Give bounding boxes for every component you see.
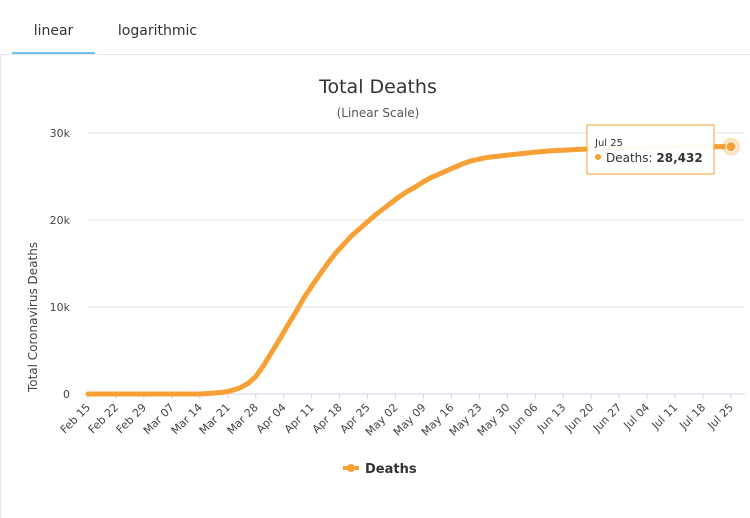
legend-label-deaths: Deaths bbox=[365, 462, 417, 477]
tooltip-date: Jul 25 bbox=[594, 138, 623, 149]
y-tick-label: 30k bbox=[50, 127, 71, 140]
x-tick-label: Feb 22 bbox=[86, 401, 121, 436]
x-tick-label: Apr 11 bbox=[282, 401, 317, 436]
x-tick-label: Jul 04 bbox=[621, 401, 653, 433]
y-tick-label: 20k bbox=[50, 214, 71, 227]
x-tick-label: Apr 18 bbox=[310, 401, 345, 436]
x-tick-label: Jun 27 bbox=[590, 401, 624, 435]
tooltip-value: 28,432 bbox=[656, 151, 702, 165]
chart-area: Total Deaths (Linear Scale) 0 10k 20k 30k F… bbox=[26, 76, 745, 477]
tooltip-box bbox=[586, 124, 715, 175]
tooltip-value-text: Deaths: 28,432 bbox=[606, 151, 703, 165]
series-deaths bbox=[85, 137, 740, 397]
legend-marker-icon bbox=[347, 464, 355, 472]
tab-logarithmic[interactable]: logarithmic bbox=[117, 23, 198, 39]
series-line-deaths[interactable] bbox=[85, 144, 734, 397]
x-tick-label: Apr 04 bbox=[254, 401, 289, 436]
x-tick-label: Mar 28 bbox=[225, 401, 261, 437]
chart-subtitle: (Linear Scale) bbox=[337, 106, 420, 120]
tooltip-marker-icon bbox=[595, 154, 601, 160]
tab-linear[interactable]: linear bbox=[12, 0, 95, 55]
y-tick-label: 10k bbox=[50, 301, 71, 314]
x-tick-label: Jul 11 bbox=[649, 401, 681, 433]
tab-divider bbox=[0, 54, 750, 55]
legend[interactable]: Deaths bbox=[343, 462, 417, 477]
scale-tabs: linear logarithmic bbox=[0, 0, 750, 55]
y-axis-label: Total Coronavirus Deaths bbox=[26, 242, 40, 393]
x-tick-label: Jun 13 bbox=[534, 401, 568, 435]
data-point-last[interactable] bbox=[725, 141, 737, 153]
x-tick-label: Jun 06 bbox=[506, 401, 540, 435]
chart-title: Total Deaths bbox=[318, 76, 437, 98]
x-tick-label: Jun 20 bbox=[562, 401, 596, 435]
x-tick-label: Feb 15 bbox=[58, 401, 93, 436]
y-axis-ticks: 0 10k 20k 30k bbox=[50, 127, 71, 401]
tooltip-label: Deaths: bbox=[606, 151, 653, 165]
x-tick-label: Jul 25 bbox=[704, 401, 736, 433]
tooltip: Jul 25 Deaths: 28,432 bbox=[586, 124, 715, 175]
panel-border bbox=[0, 55, 1, 518]
x-tick-label: Jul 18 bbox=[677, 401, 709, 433]
y-tick-label: 0 bbox=[63, 388, 70, 401]
